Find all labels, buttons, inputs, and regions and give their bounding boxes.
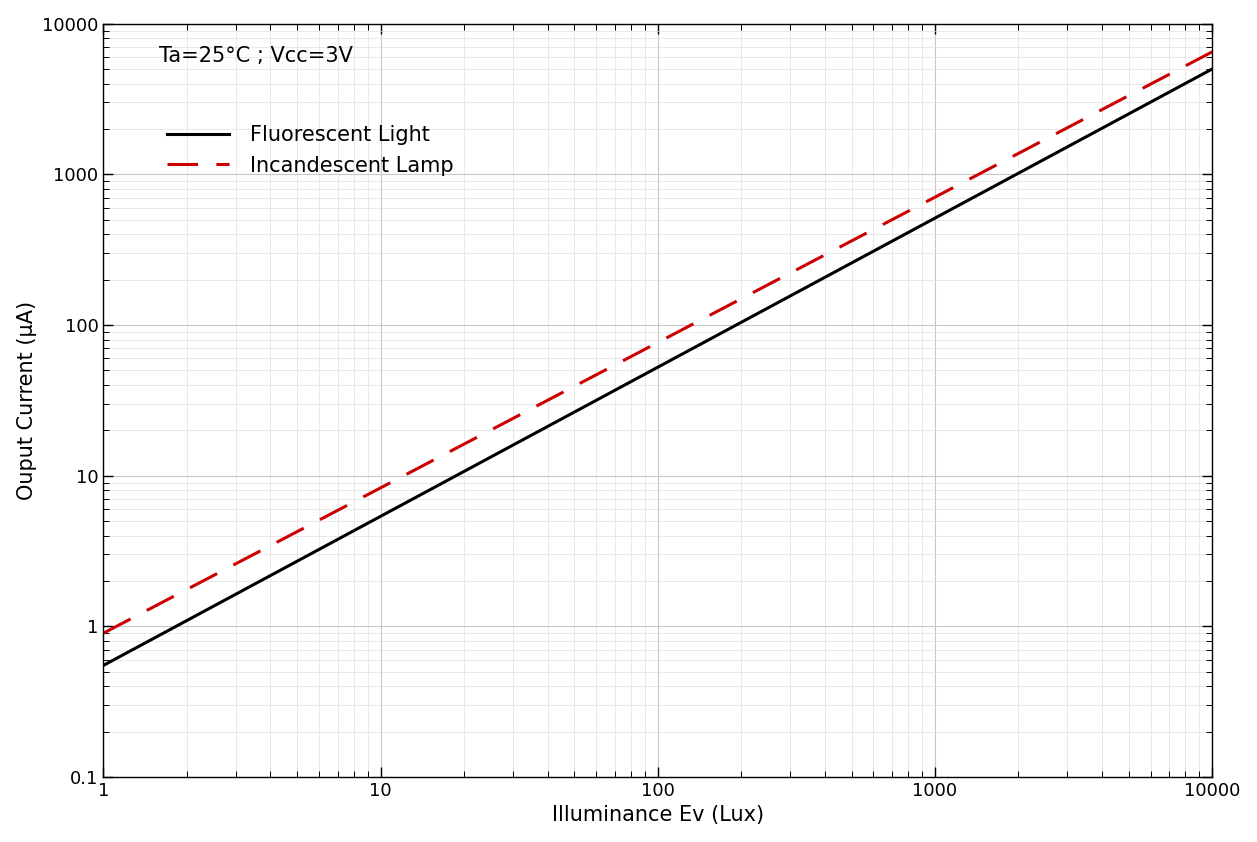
Incandescent Lamp	[960, 175, 975, 185]
Fluorescent Light	[1204, 64, 1219, 74]
Incandescent Lamp	[96, 628, 111, 638]
Fluorescent Light	[544, 419, 559, 429]
Fluorescent Light	[585, 397, 600, 408]
Line: Incandescent Lamp: Incandescent Lamp	[103, 52, 1212, 633]
Fluorescent Light	[857, 251, 872, 261]
Incandescent Lamp	[544, 393, 559, 403]
Text: Ta=25°C ; Vcc=3V: Ta=25°C ; Vcc=3V	[158, 46, 353, 67]
Fluorescent Light	[980, 184, 996, 195]
X-axis label: Illuminance Ev (Lux): Illuminance Ev (Lux)	[552, 805, 764, 825]
Incandescent Lamp	[209, 568, 224, 578]
Fluorescent Light	[96, 660, 111, 670]
Incandescent Lamp	[980, 164, 996, 174]
Incandescent Lamp	[585, 372, 600, 382]
Incandescent Lamp	[857, 229, 872, 239]
Y-axis label: Ouput Current (μA): Ouput Current (μA)	[16, 301, 36, 500]
Line: Fluorescent Light: Fluorescent Light	[103, 69, 1212, 665]
Fluorescent Light	[960, 195, 975, 205]
Legend: Fluorescent Light, Incandescent Lamp: Fluorescent Light, Incandescent Lamp	[158, 117, 461, 184]
Incandescent Lamp	[1204, 47, 1219, 57]
Fluorescent Light	[209, 600, 224, 610]
